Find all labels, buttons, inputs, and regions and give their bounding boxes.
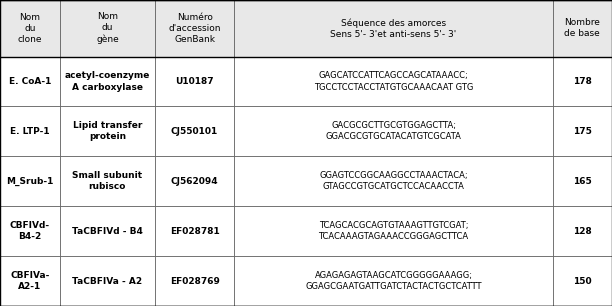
Text: M_Srub-1: M_Srub-1 xyxy=(6,177,54,186)
Text: TCAGCACGCAGTGTAAAGTTGTCGAT;
TCACAAAGTAGAAACCGGGAGCTTCA: TCAGCACGCAGTGTAAAGTTGTCGAT; TCACAAAGTAGA… xyxy=(318,221,469,241)
Text: Nombre
de base: Nombre de base xyxy=(564,18,600,38)
Text: 150: 150 xyxy=(573,277,592,285)
Text: AGAGAGAGTAAGCATCGGGGGAAAGG;
GGAGCGAATGATTGATCTACTACTGCTCATTT: AGAGAGAGTAAGCATCGGGGGAAAGG; GGAGCGAATGAT… xyxy=(305,271,482,291)
Text: 175: 175 xyxy=(573,127,592,136)
Bar xyxy=(60,156,155,206)
Text: GACGCGCTTGCGTGGAGCTTA;
GGACGCGTGCATACATGTCGCATA: GACGCGCTTGCGTGGAGCTTA; GGACGCGTGCATACATG… xyxy=(326,121,461,141)
Text: EF028769: EF028769 xyxy=(170,277,220,285)
Text: E. CoA-1: E. CoA-1 xyxy=(9,77,51,86)
Bar xyxy=(155,206,234,256)
Bar xyxy=(60,57,155,106)
Text: 128: 128 xyxy=(573,227,592,236)
Text: U10187: U10187 xyxy=(175,77,214,86)
Text: 165: 165 xyxy=(573,177,592,186)
Bar xyxy=(553,0,612,57)
Bar xyxy=(0,106,60,156)
Bar xyxy=(234,206,553,256)
Bar xyxy=(0,0,60,57)
Bar xyxy=(234,156,553,206)
Bar xyxy=(0,206,60,256)
Text: TaCBFIVa - A2: TaCBFIVa - A2 xyxy=(72,277,143,285)
Bar xyxy=(234,256,553,306)
Bar xyxy=(553,106,612,156)
Bar xyxy=(0,57,60,106)
Text: CBFIVd-
B4-2: CBFIVd- B4-2 xyxy=(10,221,50,241)
Bar xyxy=(0,156,60,206)
Text: CJ550101: CJ550101 xyxy=(171,127,218,136)
Bar xyxy=(60,206,155,256)
Text: Small subunit
rubisco: Small subunit rubisco xyxy=(72,171,143,191)
Text: GAGCATCCATTCAGCCAGCATAAACC;
TGCCTCCTACCTATGTGCAAACAAT GTG: GAGCATCCATTCAGCCAGCATAAACC; TGCCTCCTACCT… xyxy=(314,72,473,91)
Bar xyxy=(0,256,60,306)
Bar xyxy=(60,106,155,156)
Bar xyxy=(553,156,612,206)
Bar xyxy=(60,0,155,57)
Text: TaCBFIVd - B4: TaCBFIVd - B4 xyxy=(72,227,143,236)
Text: EF028781: EF028781 xyxy=(170,227,220,236)
Text: CBFIVa-
A2-1: CBFIVa- A2-1 xyxy=(10,271,50,291)
Bar xyxy=(155,57,234,106)
Text: 178: 178 xyxy=(573,77,592,86)
Text: acetyl-coenzyme
A carboxylase: acetyl-coenzyme A carboxylase xyxy=(65,72,150,91)
Bar xyxy=(234,57,553,106)
Bar xyxy=(234,0,553,57)
Bar xyxy=(155,106,234,156)
Bar xyxy=(553,57,612,106)
Bar xyxy=(553,256,612,306)
Bar xyxy=(155,0,234,57)
Text: CJ562094: CJ562094 xyxy=(171,177,218,186)
Bar xyxy=(155,256,234,306)
Bar xyxy=(60,256,155,306)
Bar xyxy=(155,156,234,206)
Bar xyxy=(553,206,612,256)
Text: Séquence des amorces
Sens 5'- 3'et anti-sens 5'- 3': Séquence des amorces Sens 5'- 3'et anti-… xyxy=(330,18,457,39)
Text: Nom
du
gène: Nom du gène xyxy=(96,12,119,44)
Text: GGAGTCCGGCAAGGCCTAAACTACA;
GTAGCCGTGCATGCTCCACAACCTA: GGAGTCCGGCAAGGCCTAAACTACA; GTAGCCGTGCATG… xyxy=(319,171,468,191)
Bar xyxy=(234,106,553,156)
Text: Numéro
d'accession
GenBank: Numéro d'accession GenBank xyxy=(168,13,221,44)
Text: Nom
du
clone: Nom du clone xyxy=(18,13,42,44)
Text: Lipid transfer
protein: Lipid transfer protein xyxy=(73,121,142,141)
Text: E. LTP-1: E. LTP-1 xyxy=(10,127,50,136)
